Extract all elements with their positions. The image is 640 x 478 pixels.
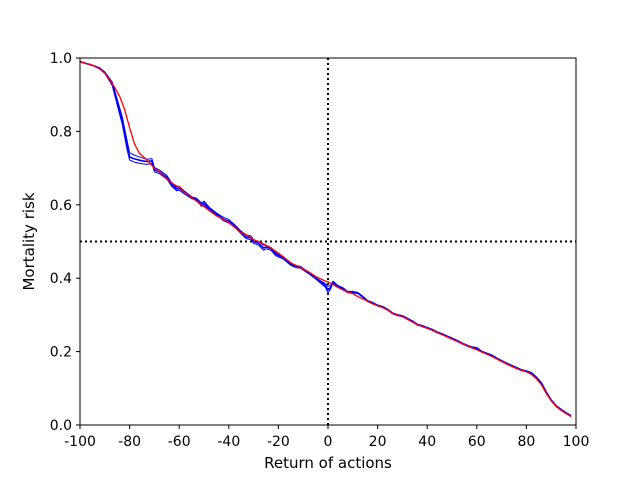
y-tick-label: 0.6: [50, 198, 72, 214]
x-tick-label: 20: [369, 434, 387, 450]
y-axis: 0.0 0.2 0.4 0.6 0.8 1.0: [50, 51, 80, 434]
x-tick-label: 40: [418, 434, 436, 450]
x-tick-label: -60: [168, 434, 191, 450]
reference-lines: [80, 58, 576, 425]
x-tick-label: 100: [563, 434, 590, 450]
x-tick-label: 60: [468, 434, 486, 450]
y-tick-label: 0.2: [50, 345, 72, 361]
x-tick-label: -80: [118, 434, 141, 450]
x-tick-label: -40: [217, 434, 240, 450]
y-tick-label: 0.0: [50, 418, 72, 434]
x-axis-label: Return of actions: [264, 454, 392, 472]
x-tick-label: 80: [517, 434, 535, 450]
y-tick-label: 0.8: [50, 124, 72, 140]
x-tick-label: -20: [267, 434, 290, 450]
y-tick-label: 1.0: [50, 51, 72, 67]
series-layer: [79, 60, 572, 418]
x-axis: -100 -80 -60 -40 -20 0 20 40 60 80 100: [64, 425, 589, 450]
x-tick-label: 0: [324, 434, 333, 450]
x-tick-label: -100: [64, 434, 96, 450]
series-line-4: [79, 61, 572, 418]
y-axis-label: Mortality risk: [20, 192, 38, 290]
y-tick-label: 0.4: [50, 271, 72, 287]
